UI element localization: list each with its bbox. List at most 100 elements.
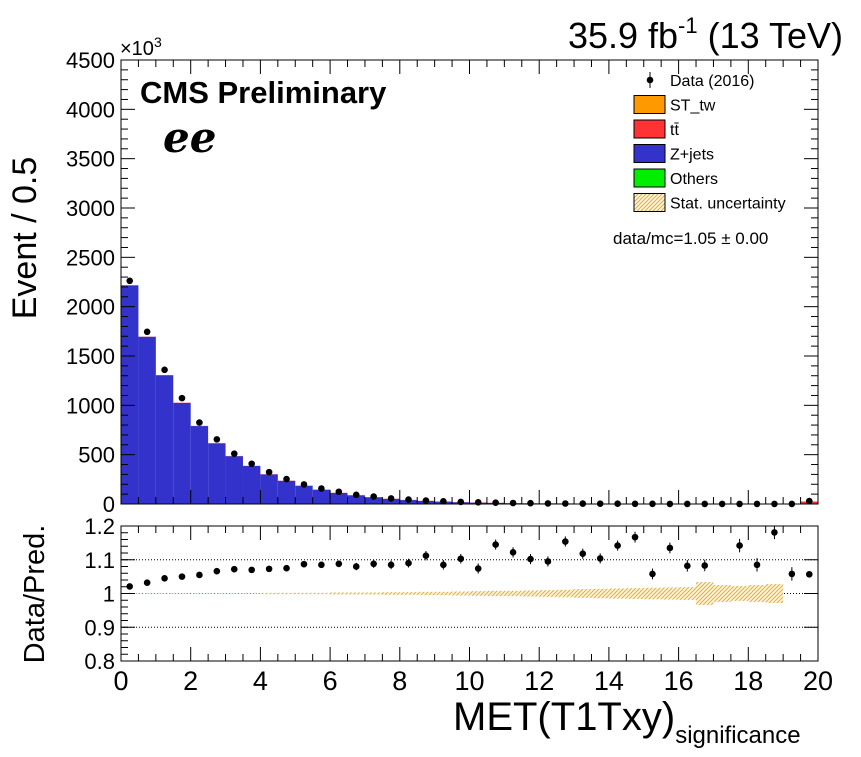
stat-band-bin xyxy=(295,593,312,594)
data-point xyxy=(231,450,238,457)
stat-band-bin xyxy=(156,593,173,594)
ratio-y-tick-label: 0.8 xyxy=(84,649,115,674)
ratio-point xyxy=(457,555,464,562)
stat-band-bin xyxy=(400,592,417,595)
data-point xyxy=(179,395,186,402)
legend-label: Z+jets xyxy=(670,147,714,164)
zjets-bar xyxy=(208,443,225,504)
energy-label: (13 TeV) xyxy=(698,15,843,56)
ratio-point xyxy=(632,534,639,541)
stat-band-bin xyxy=(557,590,574,597)
data-point xyxy=(248,460,255,467)
zjets-bar xyxy=(191,426,208,504)
legend-label: Stat. uncertainty xyxy=(670,196,786,213)
data-point xyxy=(388,495,395,502)
legend-swatch xyxy=(634,169,665,187)
y-tick-label: 1000 xyxy=(66,393,115,418)
stat-band-bin xyxy=(208,593,225,594)
data-point xyxy=(527,500,534,507)
zjets-bar xyxy=(121,285,138,504)
y-exponent-label: ×103 xyxy=(120,34,162,60)
ratio-point xyxy=(614,542,621,549)
stat-band-bin xyxy=(574,589,591,598)
lumi-exponent: -1 xyxy=(678,13,698,38)
stat-band-bin xyxy=(626,588,643,599)
ratio-point xyxy=(301,561,308,568)
ratio-y-axis-label: Data/Pred. xyxy=(19,525,51,664)
ratio-point xyxy=(161,575,168,582)
ratio-point xyxy=(492,541,499,548)
exponent-base: ×10 xyxy=(120,38,154,60)
ratio-point xyxy=(353,563,360,570)
zjets-bar xyxy=(243,466,260,504)
y-tick-label: 2500 xyxy=(66,245,115,270)
data-point xyxy=(161,367,168,374)
ratio-point xyxy=(214,568,221,575)
ratio-point xyxy=(806,571,813,578)
ratio-point xyxy=(510,549,517,556)
stat-band-bin xyxy=(330,592,347,594)
ratio-point xyxy=(527,556,534,563)
y-tick-label: 3000 xyxy=(66,196,115,221)
x-axis-label-sub: significance xyxy=(675,722,800,749)
ratio-point xyxy=(231,566,238,573)
stat-band-bin xyxy=(766,584,783,603)
stat-band-bin xyxy=(348,592,365,594)
stat-band-bin xyxy=(226,593,243,594)
stat-band-bin xyxy=(609,588,626,598)
stat-band-bin xyxy=(504,591,521,596)
zjets-bar xyxy=(313,490,330,504)
main-plot-frame xyxy=(121,60,818,504)
data-point xyxy=(492,499,499,506)
stat-band-bin xyxy=(644,588,661,599)
stat-band-bin xyxy=(243,593,260,594)
ratio-point xyxy=(266,566,273,573)
stat-band-bin xyxy=(696,582,713,605)
data-point xyxy=(370,493,377,500)
ratio-point xyxy=(283,565,290,572)
ratio-point xyxy=(597,555,604,562)
x-tick-label: 16 xyxy=(664,666,694,696)
data-point xyxy=(336,488,343,495)
zjets-bar xyxy=(226,456,243,504)
data-point xyxy=(475,499,482,506)
ratio-point xyxy=(579,550,586,557)
ratio-point xyxy=(423,552,430,559)
legend-data-marker xyxy=(647,77,654,84)
x-axis-label: MET(T1Txy)significance xyxy=(453,695,801,749)
stat-band-bin xyxy=(661,587,678,599)
x-tick-label: 14 xyxy=(594,666,624,696)
y-tick-label: 1500 xyxy=(66,344,115,369)
lumi-value: 35.9 fb xyxy=(568,15,678,56)
legend-swatch xyxy=(634,145,665,163)
stat-band-bin xyxy=(713,585,730,602)
x-tick-label: 12 xyxy=(524,666,554,696)
x-tick-label: 20 xyxy=(803,666,833,696)
y-tick-label: 2000 xyxy=(66,295,115,320)
stat-band-bin xyxy=(417,592,434,595)
data-point xyxy=(214,436,221,443)
x-tick-label: 6 xyxy=(323,666,338,696)
ratio-point xyxy=(667,545,674,552)
legend-label: ST_tw xyxy=(670,98,716,115)
data-point xyxy=(510,500,517,507)
stat-band-bin xyxy=(470,591,487,596)
data-point xyxy=(283,476,290,483)
ratio-point xyxy=(196,572,203,579)
zjets-bar xyxy=(156,375,173,504)
ratio-y-tick-label: 1.1 xyxy=(84,548,115,573)
ratio-point xyxy=(736,542,743,549)
experiment-label: CMS Preliminary xyxy=(140,75,387,110)
data-point xyxy=(353,492,360,499)
stat-band-bin xyxy=(260,593,277,594)
x-tick-label: 4 xyxy=(253,666,268,696)
ratio-y-tick-label: 1 xyxy=(103,582,115,607)
zjets-bar xyxy=(138,337,155,504)
legend-label: tt̄ xyxy=(670,122,679,139)
stat-band-bin xyxy=(679,587,696,600)
ratio-point xyxy=(701,562,708,569)
ratio-point xyxy=(545,558,552,565)
stat-band-bin xyxy=(522,590,539,596)
ratio-point xyxy=(248,567,255,574)
